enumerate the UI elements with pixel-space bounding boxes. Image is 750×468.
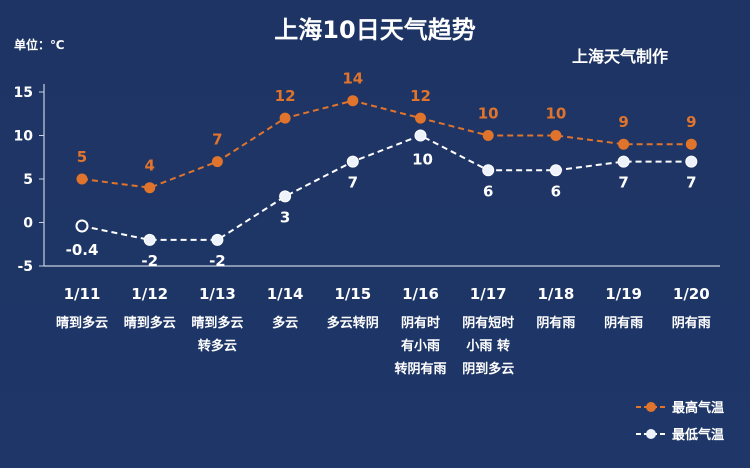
weather-desc: 阴有雨 [604, 315, 643, 331]
series-group: 5 4 7 12 14 12 10 10 9 9 -0.4 -2 -2 3 7 10 6 6 7 7 [66, 70, 698, 270]
data-label-high: 7 [212, 131, 222, 149]
x-tick-label: 1/17 [470, 285, 507, 303]
point-high [685, 138, 697, 150]
point-high [618, 138, 630, 150]
data-label-low: 7 [618, 174, 628, 192]
data-label-high: 5 [77, 148, 87, 166]
x-tick-label: 1/14 [267, 285, 304, 303]
data-label-low: -2 [141, 252, 158, 270]
x-tick-label: 1/16 [402, 285, 439, 303]
y-tick-label: 5 [23, 172, 33, 188]
y-tick-label: 0 [23, 216, 33, 232]
legend-label: 最低气温 [672, 427, 724, 443]
data-label-low: 6 [483, 182, 493, 200]
weather-desc: 有小雨 [401, 338, 440, 354]
data-label-high: 12 [275, 87, 296, 105]
source-label: 上海天气制作 [572, 47, 668, 66]
point-low [75, 219, 89, 233]
data-label-high: 14 [342, 70, 363, 88]
data-label-high: 10 [545, 105, 566, 123]
point-high [482, 130, 494, 141]
point-low [617, 155, 630, 168]
chart-title: 上海10日天气趋势 [274, 16, 475, 44]
point-low [346, 155, 359, 168]
data-label-low: 7 [686, 174, 696, 192]
data-label-low: 6 [551, 182, 561, 200]
data-label-low: -0.4 [66, 241, 99, 259]
point-low [143, 233, 156, 246]
data-label-low: 7 [348, 174, 358, 192]
data-label-low: 10 [412, 151, 433, 169]
data-label-high: 9 [686, 113, 696, 131]
data-label-high: 12 [410, 87, 431, 105]
weather-desc: 晴到多云 [191, 315, 243, 331]
data-label-low: 3 [280, 208, 290, 226]
x-tick-label: 1/20 [673, 285, 710, 303]
point-high [144, 182, 156, 194]
point-high [279, 112, 291, 124]
point-low [211, 233, 224, 246]
x-tick-label: 1/12 [131, 285, 168, 303]
legend-marker [646, 402, 656, 412]
y-tick-label: 15 [14, 85, 33, 101]
weather-desc: 晴到多云 [124, 315, 176, 331]
series-line-high [81, 99, 692, 189]
x-tick-label: 1/11 [64, 285, 101, 303]
weather-desc: 晴到多云 [56, 315, 108, 331]
y-tick-label: -5 [17, 259, 33, 275]
series-line-low [81, 134, 692, 241]
data-label-low: -2 [209, 252, 226, 270]
point-low [482, 164, 495, 177]
point-low [549, 164, 562, 177]
weather-desc: 转多云 [198, 338, 237, 354]
data-label-high: 4 [144, 157, 154, 175]
x-tick-label: 1/19 [605, 285, 642, 303]
data-label-high: 9 [618, 113, 628, 131]
point-low [685, 155, 698, 168]
point-low [414, 129, 427, 142]
point-high [550, 130, 562, 141]
x-tick-label: 1/15 [334, 285, 371, 303]
weather-desc: 阴到多云 [462, 361, 514, 377]
data-label-high: 10 [478, 105, 499, 123]
weather-desc: 多云转阴 [327, 315, 379, 331]
y-tick-label: 10 [14, 129, 34, 145]
weather-desc: 小雨 转 [466, 338, 510, 354]
weather-desc: 阴有雨 [536, 315, 575, 331]
weather-desc: 阴有时 [401, 315, 440, 331]
axes: -5 0 5 10 15 [14, 84, 720, 275]
legend-label: 最高气温 [672, 400, 724, 416]
point-high [211, 156, 223, 168]
weather-desc: 阴有雨 [672, 315, 711, 331]
legend-marker [646, 429, 656, 439]
x-tick-label: 1/13 [199, 285, 236, 303]
weather-desc: 转阴有雨 [394, 361, 446, 377]
point-low [279, 190, 292, 203]
unit-label: 单位：℃ [14, 37, 65, 52]
weather-desc: 阴有短时 [462, 315, 514, 331]
point-high [76, 173, 88, 185]
point-high [415, 112, 426, 124]
point-high [347, 95, 359, 107]
weather-desc: 多云 [272, 315, 298, 331]
x-tick-label: 1/18 [538, 285, 575, 303]
